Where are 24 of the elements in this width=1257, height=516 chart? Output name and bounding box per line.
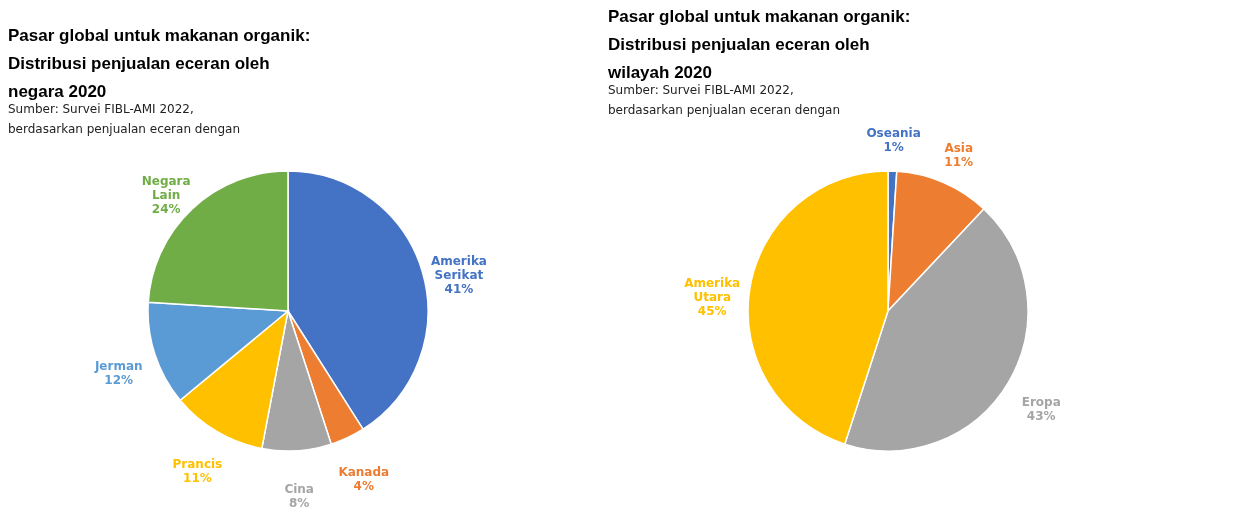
slice-label: Prancis (172, 457, 223, 472)
data-label: 4% (353, 479, 374, 494)
data-label: 24% (151, 202, 181, 217)
data-label: 45% (697, 304, 727, 319)
data-label: 11% (944, 154, 974, 169)
chart-subtitle: Sumber: Survei FIBL-AMI 2022, berdasarkan penjualan eceran dengan (8, 102, 241, 136)
data-label: 8% (288, 495, 310, 510)
slice-label: Eropa (1021, 394, 1061, 409)
data-label: 1% (883, 140, 904, 155)
slice-label: Asia (944, 140, 974, 155)
slice-label: Negara Lain (141, 174, 191, 203)
slice-label: Oseania (866, 126, 921, 141)
chart-subtitle: Sumber: Survei FIBL-AMI 2022, berdasarkan penjualan eceran dengan (608, 83, 841, 118)
slice-label: Amerika Serikat (430, 254, 487, 283)
slice-label: Jerman (93, 359, 143, 374)
chart-title: Pasar global untuk makanan organik: Distribusi penjualan eceran oleh negara 2020 (8, 26, 311, 101)
slice-label: Amerika Utara (684, 276, 741, 305)
data-label: 41% (444, 282, 474, 297)
chart-title: Pasar global untuk makanan organik: Distribusi penjualan eceran oleh wilayah 2020 (607, 7, 911, 83)
slice-label: Cina (284, 481, 314, 496)
data-label: 43% (1026, 408, 1056, 423)
slice-label: Kanada (338, 465, 390, 480)
data-label: 12% (104, 373, 134, 388)
data-label: 11% (183, 471, 212, 486)
